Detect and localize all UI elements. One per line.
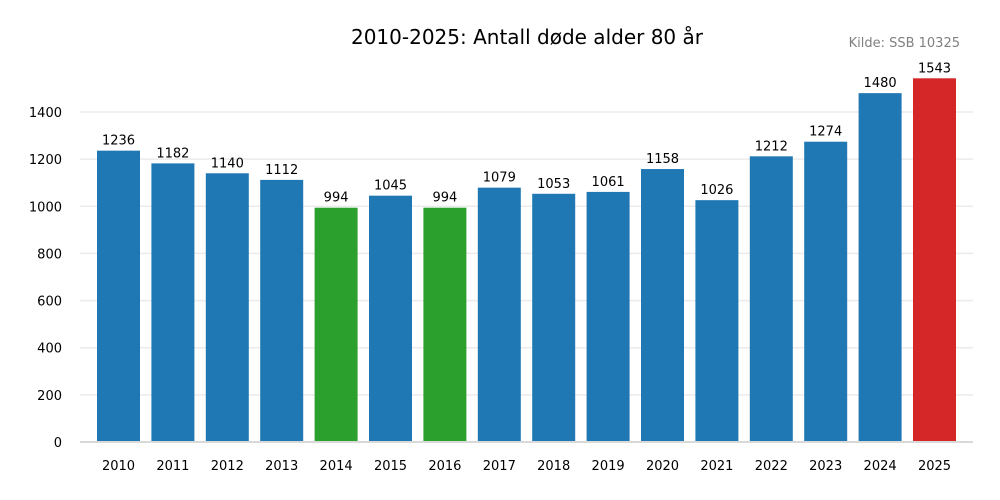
bar-2018 [532, 193, 576, 442]
data-label: 1026 [700, 183, 733, 198]
bar-2012 [205, 173, 249, 443]
x-tick-label: 2011 [156, 459, 189, 474]
data-label: 1112 [265, 163, 298, 178]
data-label: 1053 [537, 177, 570, 192]
x-tick-label: 2012 [211, 459, 244, 474]
x-tick-label: 2017 [483, 459, 516, 474]
y-tick-label: 600 [37, 295, 62, 310]
data-label: 1543 [918, 61, 951, 76]
source-note: Kilde: SSB 10325 [849, 36, 960, 51]
data-label: 1140 [211, 156, 244, 171]
x-tick-label: 2021 [700, 459, 733, 474]
bar-2025 [913, 78, 956, 443]
x-tick-label: 2013 [265, 459, 298, 474]
bar-2016 [423, 207, 467, 442]
data-label: 1236 [102, 134, 135, 149]
y-tick-label: 1000 [29, 200, 62, 215]
x-tick-label: 2015 [374, 459, 407, 474]
data-label: 1158 [646, 152, 679, 167]
x-tick-label: 2022 [755, 459, 788, 474]
data-label: 1274 [809, 125, 842, 140]
bar-2023 [804, 141, 848, 442]
bar-2015 [369, 195, 412, 442]
data-label: 1045 [374, 179, 407, 194]
x-tick-label: 2025 [918, 459, 951, 474]
x-tick-label: 2018 [537, 459, 570, 474]
data-label: 994 [432, 191, 457, 206]
data-label: 994 [324, 191, 349, 206]
data-label: 1212 [755, 139, 788, 154]
bar-2013 [260, 179, 304, 442]
x-tick-label: 2024 [864, 459, 897, 474]
x-tick-label: 2020 [646, 459, 679, 474]
x-tick-label: 2010 [102, 459, 135, 474]
x-tick-label: 2023 [809, 459, 842, 474]
y-tick-label: 400 [37, 342, 62, 357]
bar-2019 [586, 191, 630, 442]
data-label: 1079 [483, 171, 516, 186]
y-tick-label: 0 [54, 436, 62, 451]
bar-2024 [858, 93, 902, 443]
bar-2011 [151, 163, 195, 442]
bar-2014 [314, 207, 358, 442]
bar-2020 [641, 169, 684, 443]
y-tick-label: 800 [37, 247, 62, 262]
x-tick-label: 2016 [428, 459, 461, 474]
y-tick-label: 1200 [29, 153, 62, 168]
data-label: 1480 [864, 76, 897, 91]
x-tick-label: 2014 [320, 459, 353, 474]
data-label: 1182 [156, 146, 189, 161]
x-tick-label: 2019 [592, 459, 625, 474]
bar-2022 [749, 156, 793, 443]
bar-2017 [477, 187, 521, 442]
data-label: 1061 [592, 175, 625, 190]
bar-2021 [695, 200, 739, 442]
y-tick-label: 200 [37, 389, 62, 404]
chart-title: 2010-2025: Antall døde alder 80 år [351, 25, 704, 49]
y-tick-label: 1400 [29, 106, 62, 121]
bar-2010 [97, 150, 140, 442]
